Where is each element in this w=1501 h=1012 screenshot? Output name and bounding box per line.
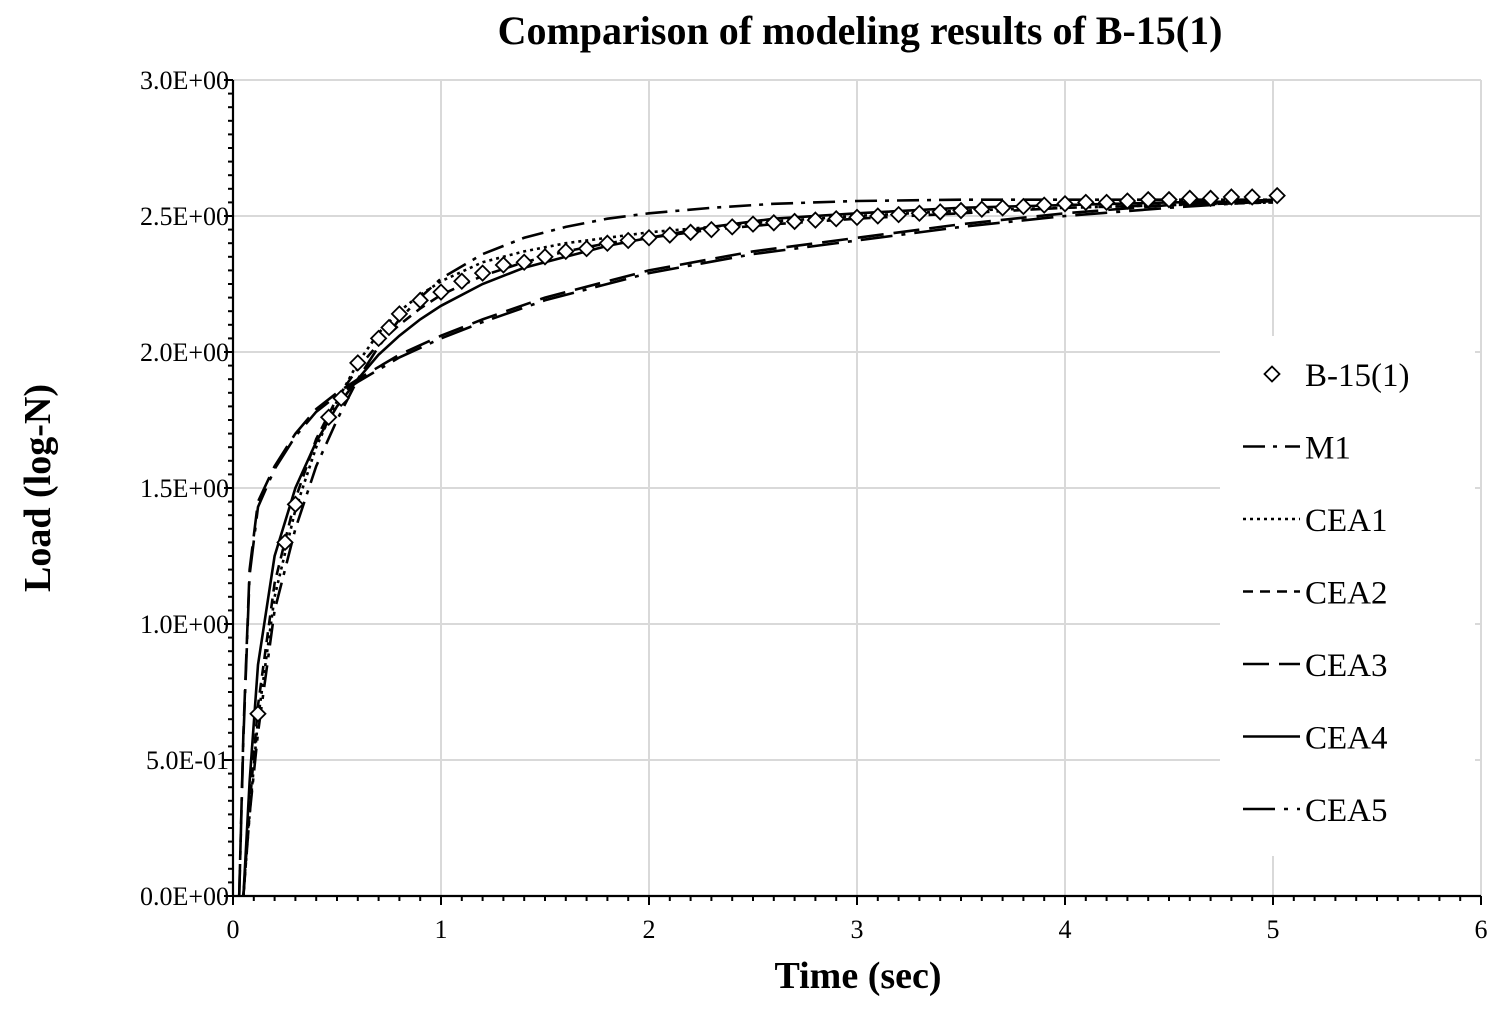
legend-background: [1220, 336, 1475, 856]
series-b-15-1-marker: [744, 215, 762, 233]
series-b-15-1-marker: [577, 239, 596, 258]
series-b-15-1-marker: [806, 211, 825, 229]
series-b-15-1-marker: [1097, 193, 1116, 212]
series-b-15-1-marker: [1077, 193, 1095, 212]
series-b-15-1-marker: [1222, 188, 1241, 206]
x-tick-label: 1: [435, 915, 448, 944]
series-cea5-line: [237, 199, 1274, 897]
y-tick-label: 1.5E+00: [140, 474, 229, 503]
legend-label-cea5: CEA5: [1305, 793, 1388, 829]
series-b-15-1-marker: [249, 704, 267, 723]
series-b-15-1-marker: [286, 495, 305, 514]
series-b-15-1-marker: [369, 329, 388, 348]
series-b-15-1-marker: [390, 305, 409, 323]
y-tick-label: 2.0E+00: [140, 338, 229, 367]
y-tick-label: 2.5E+00: [140, 202, 229, 231]
series-b-15-1-marker: [640, 228, 658, 247]
legend: B-15(1) M1 CEA1 CEA2 CEA3 CEA4 CEA5: [1220, 336, 1475, 856]
legend-swatch-b-15-1: [1263, 365, 1281, 383]
series-b-15-1-marker: [411, 291, 429, 310]
series-b-15-1-marker: [702, 220, 721, 239]
series-b-15-1-marker: [765, 214, 783, 232]
series-b-15-1-marker: [785, 212, 804, 231]
series-b-15-1-marker: [931, 203, 949, 221]
x-tick-label: 3: [851, 915, 864, 944]
series-b-15-1-marker: [1243, 188, 1261, 206]
y-tick-label: 3.0E+00: [140, 66, 229, 95]
series-b-15-1-marker: [276, 533, 294, 552]
series-lines: [237, 198, 1274, 897]
series-b-15-1-marker: [332, 389, 350, 408]
series-b-15-1-marker: [848, 208, 866, 227]
chart-title: Comparison of modeling results of B-15(1…: [498, 8, 1223, 53]
x-tick-label: 6: [1475, 915, 1488, 944]
series-cea3-line: [237, 198, 1274, 897]
x-tick-label: 2: [643, 915, 656, 944]
series-b-15-1-marker: [1118, 192, 1137, 210]
legend-label-cea3: CEA3: [1305, 648, 1388, 684]
legend-label-cea1: CEA1: [1305, 503, 1388, 539]
series-b-15-1-marker: [993, 199, 1012, 217]
y-tick-label: 5.0E-01: [146, 746, 229, 775]
series-b-15-1-marker: [432, 283, 450, 301]
series-b-15-1-marker: [319, 408, 338, 427]
series-cea1-line: [242, 201, 1274, 897]
series-b-15-1-marker: [1160, 190, 1178, 209]
series-b-15-1-marker: [1139, 190, 1157, 209]
series-b-15-1-marker: [1201, 189, 1220, 208]
y-axis-label: Load (log-N): [17, 384, 59, 592]
series-b-15-1-marker: [536, 248, 554, 266]
series-b-15-1-marker: [1268, 186, 1286, 205]
y-tick-label: 0.0E+00: [140, 882, 229, 911]
series-b-15-1-marker: [661, 226, 679, 244]
series-b-15-1-marker: [869, 207, 887, 225]
series-markers: [249, 186, 1286, 723]
series-b-15-1-marker: [380, 318, 398, 337]
series-b-15-1-marker: [952, 201, 970, 220]
series-b-15-1-marker: [557, 242, 575, 261]
series-b-15-1-marker: [1181, 189, 1199, 208]
series-b-15-1-marker: [910, 204, 929, 223]
legend-label-m1: M1: [1305, 431, 1351, 467]
legend-label-b-15-1: B-15(1): [1305, 358, 1409, 394]
series-b-15-1-marker: [453, 272, 471, 291]
series-b-15-1-marker: [473, 264, 492, 282]
x-tick-label: 4: [1059, 915, 1072, 944]
series-cea2-line: [242, 201, 1274, 897]
series-b-15-1-marker: [619, 231, 637, 250]
series-b-15-1-marker: [1014, 197, 1033, 216]
series-b-15-1-marker: [723, 218, 741, 236]
y-tick-label: 1.0E+00: [140, 610, 229, 639]
series-b-15-1-marker: [827, 209, 845, 228]
x-axis-label: Time (sec): [774, 955, 941, 997]
legend-label-cea4: CEA4: [1305, 721, 1388, 757]
axes: [224, 79, 1482, 905]
legend-label-cea2: CEA2: [1305, 576, 1388, 612]
series-cea4-line: [242, 199, 1274, 897]
x-tick-label: 5: [1267, 915, 1280, 944]
series-b-15-1-marker: [1056, 194, 1074, 213]
x-tick-label: 0: [227, 915, 240, 944]
series-m1-line: [242, 198, 1273, 897]
series-b-15-1-marker: [598, 234, 617, 252]
series-b-15-1-marker: [681, 223, 700, 242]
series-b-15-1-marker: [1035, 196, 1053, 214]
series-b-15-1-marker: [973, 200, 991, 218]
series-b-15-1-marker: [515, 253, 533, 272]
series-b-15-1-marker: [889, 205, 908, 224]
series-b-15-1-marker: [349, 354, 367, 372]
series-b-15-1-marker: [494, 256, 513, 274]
tick-labels: 0 1 2 3 4 5 6 0.0E+00 5.0E-01 1.0E+00 1.5E+00 2.0E+…: [140, 66, 1488, 944]
